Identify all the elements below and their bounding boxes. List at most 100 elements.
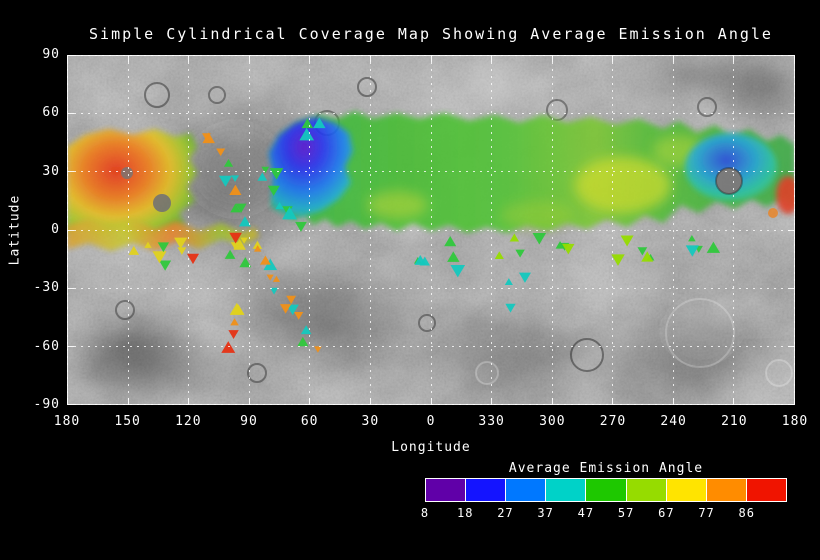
footprint-triangle — [272, 275, 281, 282]
footprint-triangle — [202, 133, 211, 141]
footprint-triangle — [235, 203, 247, 213]
footprint-triangle — [611, 254, 625, 266]
footprint-triangle — [223, 158, 234, 167]
plot-area — [67, 55, 795, 405]
colorbar-segment — [706, 479, 746, 501]
footprint-triangle — [620, 235, 634, 247]
x-tick-label: 270 — [599, 414, 627, 429]
x-tick-label: 60 — [300, 414, 319, 429]
footprint-triangle — [216, 148, 226, 157]
footprint-triangle — [641, 251, 654, 262]
plot-border — [67, 55, 795, 405]
footprint-triangle — [233, 238, 246, 250]
colorbar-tick-label: 77 — [698, 506, 715, 520]
footprint-triangle — [555, 240, 565, 249]
colorbar-tick-label: 47 — [577, 506, 595, 520]
colorbar-segment — [666, 479, 706, 501]
y-tick-label: 0 — [51, 222, 60, 237]
y-tick-label: 90 — [42, 47, 60, 62]
footprint-triangle — [228, 330, 239, 339]
x-tick-label: 240 — [660, 414, 687, 429]
footprint-triangle — [152, 251, 167, 264]
footprint-triangle — [294, 311, 304, 320]
colorbar-tick-label: 27 — [497, 506, 514, 520]
footprint-triangle — [128, 245, 140, 255]
footprint-triangle — [286, 295, 297, 305]
x-tick-label: 90 — [240, 414, 258, 429]
footprint-triangle — [450, 264, 466, 278]
footprint-triangle — [253, 245, 262, 252]
footprint-triangle — [280, 304, 292, 314]
y-tick-label: 30 — [42, 163, 60, 179]
x-tick-label: 180 — [53, 414, 81, 429]
footprint-triangle — [231, 175, 240, 183]
footprint-triangle — [414, 254, 427, 265]
footprint-triangle — [229, 232, 242, 244]
map-canvas — [67, 55, 795, 405]
colorbar-segment — [426, 479, 466, 501]
chart-title: Simple Cylindrical Coverage Map Showing … — [89, 25, 773, 43]
footprint-triangle — [447, 251, 460, 262]
footprint-triangle — [252, 240, 263, 249]
x-tick-label: 300 — [539, 414, 566, 429]
footprint-triangle — [230, 318, 239, 326]
footprint-triangle — [518, 272, 531, 283]
footprint-scatter-layer — [128, 117, 721, 353]
colorbar-tick-label: 86 — [738, 506, 755, 520]
footprint-triangle — [286, 304, 299, 316]
footprint-triangle — [295, 221, 307, 232]
footprint-triangle — [240, 237, 248, 244]
footprint-triangle — [270, 287, 279, 295]
footprint-triangle — [562, 243, 575, 255]
colorbar-tick-label: 57 — [617, 506, 635, 520]
footprint-triangle — [282, 206, 298, 220]
footprint-triangle — [224, 249, 236, 259]
footprint-triangle — [177, 247, 187, 255]
footprint-triangle — [229, 302, 244, 315]
x-tick-label: 0 — [426, 414, 436, 429]
footprint-triangle — [157, 242, 170, 253]
footprint-triangle — [299, 127, 315, 141]
footprint-triangle — [301, 118, 314, 129]
x-tick-label: 150 — [114, 414, 141, 429]
footprint-triangle — [269, 168, 284, 180]
colorbar-tick-label: 8 — [420, 506, 430, 520]
crater-marks — [115, 77, 793, 387]
footprint-triangle — [202, 132, 215, 144]
x-tick-label: 30 — [361, 414, 380, 429]
footprint-triangle — [313, 117, 326, 129]
colorbar-segment — [506, 479, 546, 501]
footprint-triangle — [685, 245, 699, 257]
footprint-triangle — [297, 336, 309, 347]
x-tick-label: 120 — [175, 414, 202, 429]
footprint-triangle — [218, 175, 233, 187]
x-tick-label: 330 — [478, 414, 505, 429]
footprint-triangle — [229, 184, 242, 196]
footprint-triangle — [706, 241, 721, 253]
x-tick-label: 180 — [781, 414, 809, 429]
footprint-triangle — [144, 241, 152, 248]
y-tick-label: -90 — [33, 397, 60, 412]
footprint-triangle — [275, 202, 284, 210]
footprint-triangle — [186, 253, 200, 265]
footprint-triangle — [504, 278, 513, 286]
footprint-triangle — [261, 166, 270, 174]
footprint-triangle — [230, 203, 241, 213]
colorbar-ticks: 8 18 27 37 47 57 67 77 86 — [421, 506, 787, 522]
footprint-triangle — [532, 233, 547, 245]
footprint-triangle — [314, 346, 322, 353]
footprint-triangle — [505, 303, 516, 313]
footprint-triangle — [260, 255, 271, 265]
footprint-triangle — [444, 235, 457, 247]
y-tick-label: -60 — [33, 338, 60, 354]
footprint-triangle — [239, 257, 252, 268]
footprint-triangle — [688, 234, 696, 242]
y-tick-label: -30 — [33, 280, 60, 296]
x-axis-label: Longitude — [391, 440, 471, 455]
colorbar-segment — [466, 479, 506, 501]
footprint-triangle — [300, 325, 312, 335]
colorbar-tick-label: 37 — [537, 506, 554, 520]
colorbar-gradient — [425, 478, 787, 502]
footprint-triangle — [509, 233, 520, 242]
